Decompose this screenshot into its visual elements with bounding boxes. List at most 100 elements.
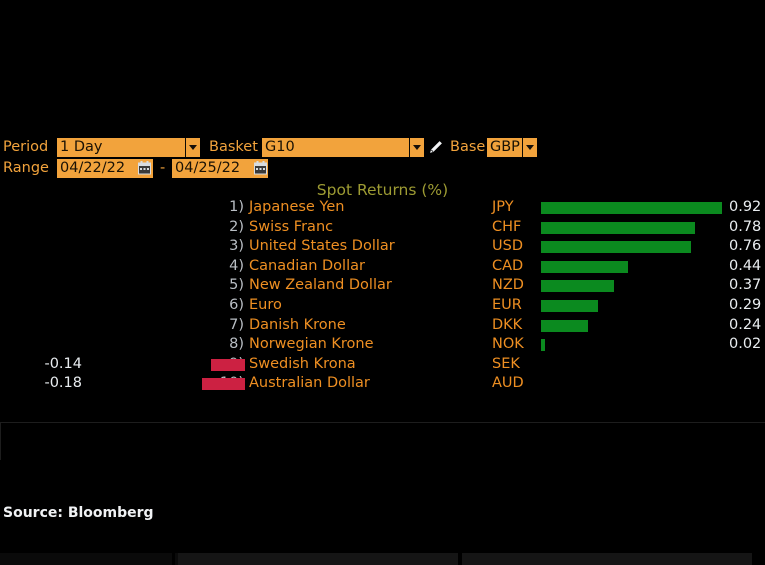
basket-value: G10 bbox=[265, 139, 295, 155]
value-label: 0.02 bbox=[729, 336, 762, 353]
footer-divider-vertical bbox=[0, 422, 1, 460]
spot-returns-chart: Spot Returns (%) 1) Japanese Yen JPY 0.92 2)… bbox=[0, 180, 765, 410]
value-label: 0.37 bbox=[729, 277, 762, 294]
base-dropdown-button[interactable] bbox=[522, 138, 537, 157]
currency-name: United States Dollar bbox=[249, 238, 395, 255]
value-label: 0.78 bbox=[729, 218, 762, 235]
basket-label: Basket bbox=[209, 139, 258, 155]
footer-area: Source: Bloomberg bbox=[0, 410, 765, 565]
currency-code: CAD bbox=[492, 257, 524, 274]
bar-track: 0.44 bbox=[0, 257, 765, 277]
chevron-down-icon bbox=[526, 145, 534, 150]
range-separator: - bbox=[160, 160, 166, 176]
row-rank: 4) bbox=[229, 257, 244, 274]
row-rank: 8) bbox=[229, 336, 244, 353]
currency-name: Canadian Dollar bbox=[249, 257, 365, 274]
chart-row[interactable]: 1) Japanese Yen JPY 0.92 bbox=[0, 198, 765, 218]
value-label: 0.44 bbox=[729, 257, 762, 274]
basket-dropdown-button[interactable] bbox=[409, 138, 424, 157]
bottom-panel-segment bbox=[178, 553, 458, 565]
range-end-input[interactable]: 04/25/22 bbox=[172, 159, 268, 178]
range-start-calendar-button[interactable] bbox=[138, 161, 151, 175]
bar-track: 0.29 bbox=[0, 296, 765, 316]
chart-row[interactable]: 5) New Zealand Dollar NZD 0.37 bbox=[0, 276, 765, 296]
currency-name: Norwegian Krone bbox=[249, 336, 374, 353]
period-input[interactable]: 1 Day bbox=[57, 138, 193, 157]
currency-code: CHF bbox=[492, 218, 522, 235]
currency-code: DKK bbox=[492, 316, 523, 333]
currency-code: NZD bbox=[492, 277, 524, 294]
pencil-icon bbox=[430, 141, 442, 153]
value-bar bbox=[541, 299, 598, 312]
bar-track: 0.37 bbox=[0, 276, 765, 296]
bar-track: 0.76 bbox=[0, 237, 765, 257]
currency-name: Euro bbox=[249, 296, 282, 313]
calendar-icon bbox=[138, 161, 151, 175]
value-label: -0.18 bbox=[44, 375, 82, 392]
control-toolbar: Period 1 Day Basket G10 Base bbox=[0, 136, 765, 180]
range-end-value: 04/25/22 bbox=[175, 160, 241, 176]
range-end-calendar-button[interactable] bbox=[254, 161, 267, 175]
currency-code: JPY bbox=[492, 199, 514, 215]
value-bar bbox=[541, 202, 722, 214]
row-rank: 3) bbox=[229, 238, 244, 255]
row-rank: 1) bbox=[229, 199, 244, 215]
chevron-down-icon bbox=[189, 145, 197, 150]
edit-basket-button[interactable] bbox=[427, 139, 444, 156]
range-label: Range bbox=[3, 160, 49, 176]
chart-row[interactable]: 3) United States Dollar USD 0.76 bbox=[0, 237, 765, 257]
chart-row[interactable]: 7) Danish Krone DKK 0.24 bbox=[0, 316, 765, 336]
top-blank-area bbox=[0, 0, 765, 136]
value-bar bbox=[541, 241, 691, 254]
value-bar bbox=[541, 280, 614, 293]
range-start-input[interactable]: 04/22/22 bbox=[57, 159, 153, 178]
chart-row[interactable]: 6) Euro EUR 0.29 bbox=[0, 296, 765, 316]
base-label: Base bbox=[450, 139, 486, 155]
bar-track: -0.14 bbox=[0, 355, 765, 375]
currency-name: Japanese Yen bbox=[249, 199, 345, 215]
currency-code: NOK bbox=[492, 336, 524, 353]
range-start-value: 04/22/22 bbox=[60, 160, 126, 176]
currency-name: Danish Krone bbox=[249, 316, 346, 333]
currency-code: AUD bbox=[492, 375, 524, 392]
value-label: 0.29 bbox=[729, 296, 762, 313]
period-value: 1 Day bbox=[60, 139, 103, 155]
value-bar bbox=[541, 339, 545, 352]
row-rank: 2) bbox=[229, 218, 244, 235]
currency-code: USD bbox=[492, 238, 523, 255]
chevron-down-icon bbox=[413, 145, 421, 150]
base-input[interactable]: GBP bbox=[487, 138, 527, 157]
currency-name: New Zealand Dollar bbox=[249, 277, 392, 294]
currency-code: SEK bbox=[492, 355, 520, 372]
value-label: 0.24 bbox=[729, 316, 762, 333]
bar-track: 0.02 bbox=[0, 335, 765, 355]
bar-track: 0.24 bbox=[0, 316, 765, 336]
bar-track: -0.18 bbox=[0, 374, 765, 394]
value-bar bbox=[541, 319, 588, 332]
chart-row[interactable]: 4) Canadian Dollar CAD 0.44 bbox=[0, 257, 765, 277]
chart-row-list: 1) Japanese Yen JPY 0.92 2) Swiss Franc CHF 0.7… bbox=[0, 198, 765, 394]
bottom-panel-segment bbox=[462, 553, 752, 565]
value-bar bbox=[202, 378, 245, 391]
row-rank: 6) bbox=[229, 296, 244, 313]
currency-name: Swedish Krona bbox=[249, 355, 356, 372]
base-value: GBP bbox=[490, 139, 520, 155]
value-label: 0.76 bbox=[729, 238, 762, 255]
value-bar bbox=[211, 358, 245, 371]
chart-row[interactable]: 2) Swiss Franc CHF 0.78 bbox=[0, 218, 765, 238]
currency-name: Swiss Franc bbox=[249, 218, 334, 235]
calendar-icon bbox=[254, 161, 267, 175]
chart-row[interactable]: 8) Norwegian Krone NOK 0.02 bbox=[0, 335, 765, 355]
row-rank: 5) bbox=[229, 277, 244, 294]
currency-name: Australian Dollar bbox=[249, 375, 370, 392]
source-attribution: Source: Bloomberg bbox=[3, 505, 154, 521]
basket-input[interactable]: G10 bbox=[262, 138, 420, 157]
period-label: Period bbox=[3, 139, 49, 155]
footer-divider-horizontal bbox=[0, 422, 765, 423]
bar-track: 0.78 bbox=[0, 218, 765, 238]
period-dropdown-button[interactable] bbox=[185, 138, 200, 157]
value-bar bbox=[541, 221, 695, 234]
